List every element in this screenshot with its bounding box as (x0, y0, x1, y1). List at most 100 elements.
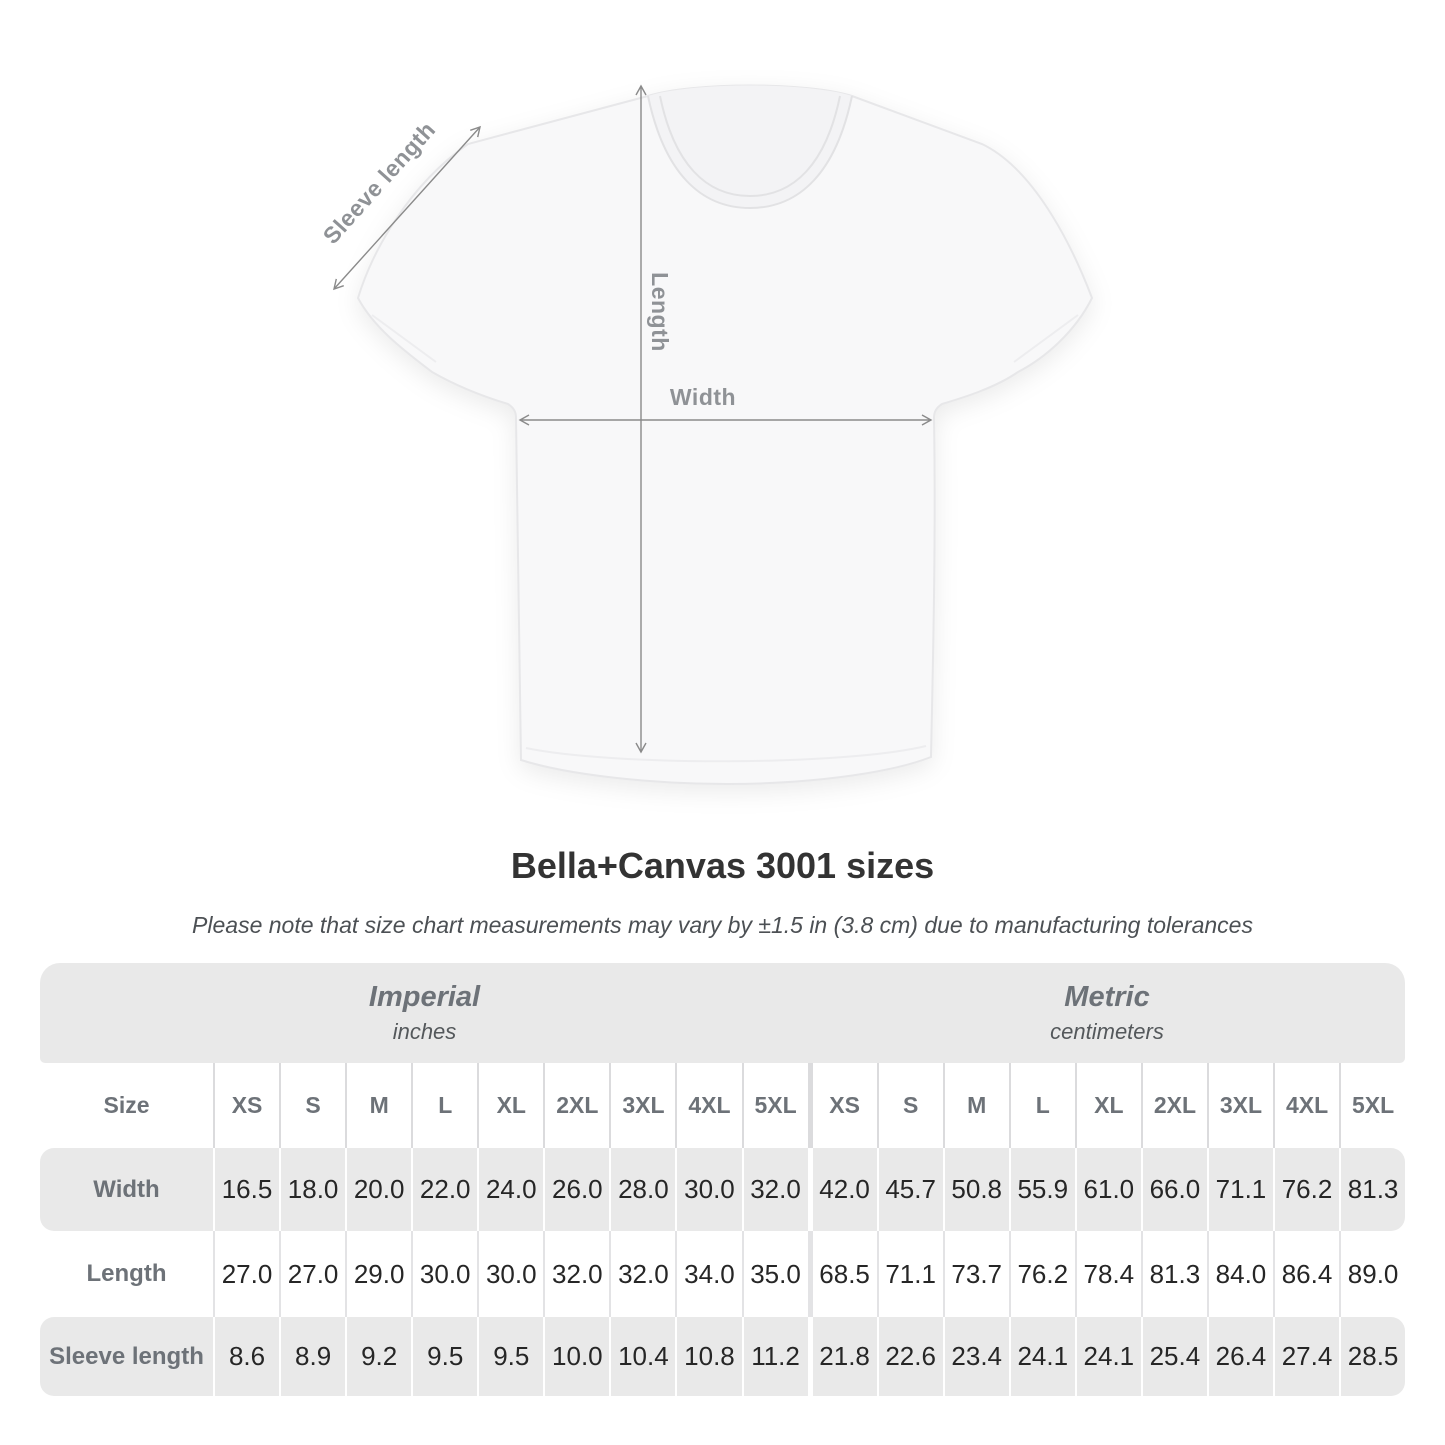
measurement-value-cell: 8.6 (213, 1317, 280, 1396)
measurement-value-cell: 32.0 (609, 1231, 675, 1317)
measurement-value-cell: 68.5 (807, 1231, 877, 1317)
size-header-row: Size XS S M L XL 2XL 3XL 4XL 5XL XS S M L XL 2XL 3XL 4XL… (40, 1063, 1405, 1148)
measurement-value-cell: 11.2 (741, 1317, 808, 1396)
measurement-value-cell: 50.8 (942, 1148, 1009, 1231)
measurement-value-cell: 24.1 (1008, 1317, 1075, 1396)
collar-inner-seam (659, 95, 841, 198)
size-column-header: 3XL (609, 1063, 675, 1148)
collar-outer-seam (647, 95, 853, 210)
measurement-value-cell: 45.7 (876, 1148, 943, 1231)
measurement-value-cell: 27.0 (279, 1231, 345, 1317)
tolerance-note: Please note that size chart measurements… (192, 912, 1253, 938)
length-row: Length 27.0 27.0 29.0 30.0 30.0 32.0 32.0 34.0 3… (40, 1231, 1405, 1317)
imperial-group-header: Imperial inches (40, 963, 809, 1063)
measurement-value-cell: 9.2 (345, 1317, 412, 1396)
measurement-value-cell: 30.0 (477, 1231, 543, 1317)
size-column-header: 2XL (543, 1063, 609, 1148)
size-column-header: S (876, 1063, 943, 1148)
size-column-header: L (1008, 1063, 1075, 1148)
row-label-length: Length (86, 1260, 167, 1287)
page-title: Bella+Canvas 3001 sizes (510, 845, 935, 886)
size-column-header: S (279, 1063, 345, 1148)
tshirt-silhouette (356, 84, 1094, 786)
size-column-header: 2XL (1140, 1063, 1207, 1148)
measurement-value-cell: 20.0 (345, 1148, 412, 1231)
unit-group-band: Imperial inches Metric centimeters (40, 963, 1405, 1063)
measurement-value-cell: 32.0 (741, 1148, 808, 1231)
measurement-value-cell: 22.6 (876, 1317, 943, 1396)
size-column-header: XS (213, 1063, 279, 1148)
measurement-value-cell: 9.5 (411, 1317, 478, 1396)
measurement-value-cell: 23.4 (942, 1317, 1009, 1396)
size-column-header: 4XL (1273, 1063, 1339, 1148)
measurement-value-cell: 10.8 (675, 1317, 742, 1396)
measurement-value-cell: 71.1 (1206, 1148, 1273, 1231)
measurement-value-cell: 30.0 (675, 1148, 742, 1231)
size-column-header: 3XL (1206, 1063, 1273, 1148)
size-column-header: M (942, 1063, 1009, 1148)
measurement-value-cell: 84.0 (1206, 1231, 1273, 1317)
measurement-value-cell: 78.4 (1074, 1231, 1141, 1317)
left-sleeve-hem-stitch (371, 314, 437, 363)
size-column-header: L (411, 1063, 477, 1148)
measurement-value-cell: 27.0 (213, 1231, 279, 1317)
measurement-value-cell: 28.5 (1339, 1317, 1405, 1396)
measurement-value-cell: 61.0 (1074, 1148, 1141, 1231)
measurement-value-cell: 81.3 (1140, 1231, 1207, 1317)
measurement-value-cell: 18.0 (279, 1148, 346, 1231)
measurement-value-cell: 25.4 (1140, 1317, 1207, 1396)
measurement-value-cell: 35.0 (741, 1231, 808, 1317)
bottom-hem-stitch (525, 745, 927, 763)
size-column-header: XL (477, 1063, 543, 1148)
tshirt-graphic (356, 84, 1094, 786)
measurement-value-cell: 34.0 (675, 1231, 741, 1317)
measurement-value-cell: 21.8 (807, 1317, 877, 1396)
metric-group-name: Metric (1064, 981, 1150, 1013)
measurement-value-cell: 76.2 (1273, 1148, 1340, 1231)
measurement-value-cell: 22.0 (411, 1148, 478, 1231)
imperial-group-unit: inches (392, 1019, 457, 1044)
measurement-value-cell: 89.0 (1339, 1231, 1405, 1317)
sleeve-length-row: Sleeve length 8.6 8.9 9.2 9.5 9.5 10.0 10.4 10.… (40, 1317, 1405, 1396)
measurement-value-cell: 30.0 (411, 1231, 477, 1317)
size-column-header: XS (807, 1063, 877, 1148)
measurement-value-cell: 76.2 (1008, 1231, 1075, 1317)
size-column-header: XL (1074, 1063, 1141, 1148)
metric-group-unit: centimeters (1050, 1019, 1164, 1044)
sleeve-length-arrow (333, 125, 481, 291)
length-diagram-label: Length (647, 272, 673, 352)
measurement-value-cell: 26.4 (1206, 1317, 1273, 1396)
width-diagram-label: Width (670, 384, 736, 410)
width-row: Width 16.5 18.0 20.0 22.0 24.0 26.0 28.0 30.0 32… (40, 1148, 1405, 1231)
size-column-header: 5XL (1339, 1063, 1405, 1148)
measurement-value-cell: 24.0 (477, 1148, 544, 1231)
measurement-value-cell: 16.5 (213, 1148, 280, 1231)
measurement-value-cell: 9.5 (477, 1317, 544, 1396)
imperial-group-name: Imperial (368, 981, 481, 1013)
measurement-value-cell: 42.0 (807, 1148, 877, 1231)
row-label-width: Width (40, 1148, 213, 1231)
measurement-value-cell: 32.0 (543, 1231, 609, 1317)
measurement-value-cell: 8.9 (279, 1317, 346, 1396)
measurement-value-cell: 10.4 (609, 1317, 676, 1396)
measurement-value-cell: 26.0 (543, 1148, 610, 1231)
measurement-value-cell: 27.4 (1273, 1317, 1340, 1396)
measurement-value-cell: 29.0 (345, 1231, 411, 1317)
tshirt-measurement-diagram: Sleeve length Length Width (318, 84, 1094, 786)
measurement-value-cell: 71.1 (876, 1231, 943, 1317)
measurement-value-cell: 81.3 (1339, 1148, 1405, 1231)
measurement-value-cell: 73.7 (942, 1231, 1009, 1317)
measurement-value-cell: 86.4 (1273, 1231, 1339, 1317)
row-label-sleeve-length: Sleeve length (40, 1317, 213, 1396)
size-column-label: Size (103, 1092, 150, 1118)
size-column-header: 4XL (675, 1063, 741, 1148)
right-sleeve-hem-stitch (1013, 314, 1079, 363)
measurement-value-cell: 55.9 (1008, 1148, 1075, 1231)
size-chart-table: Imperial inches Metric centimeters Size … (40, 963, 1405, 1396)
measurement-value-cell: 66.0 (1140, 1148, 1207, 1231)
metric-group-header: Metric centimeters (809, 963, 1405, 1063)
size-column-header: 5XL (741, 1063, 808, 1148)
measurement-value-cell: 10.0 (543, 1317, 610, 1396)
measurement-value-cell: 28.0 (609, 1148, 676, 1231)
size-column-header: M (345, 1063, 411, 1148)
